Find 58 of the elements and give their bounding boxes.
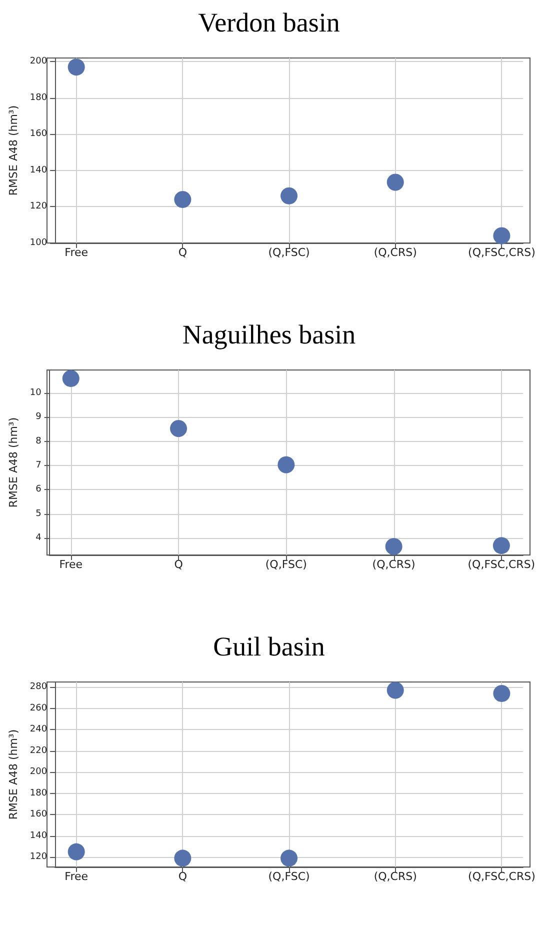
chart-title: Guil basin <box>213 632 326 662</box>
y-tick-label: 4 <box>36 533 42 544</box>
x-tick-label: Free <box>64 246 88 259</box>
chart-title: Verdon basin <box>198 8 340 38</box>
y-axis-title: RMSE A48 (hm³) <box>7 105 20 196</box>
y-tick-label: 5 <box>36 508 42 519</box>
x-tick-label: (Q,FSC,CRS) <box>468 558 536 571</box>
y-tick-label: 100 <box>30 238 48 248</box>
point <box>278 456 295 474</box>
point <box>170 420 188 438</box>
y-axis-title: RMSE A48 (hm³) <box>7 417 20 508</box>
x-tick-label: (Q,CRS) <box>374 870 417 883</box>
point <box>280 850 298 867</box>
y-tick-label: 240 <box>30 724 48 735</box>
y-tick-label: 220 <box>30 746 48 756</box>
point <box>62 370 80 387</box>
point <box>492 537 510 554</box>
point <box>386 174 404 191</box>
y-tick-label: 6 <box>36 484 42 495</box>
y-tick-label: 200 <box>30 767 48 778</box>
x-tick-label: Free <box>59 558 83 571</box>
x-tick-label: Free <box>64 870 88 883</box>
y-tick-label: 200 <box>30 56 48 67</box>
y-tick-label: 180 <box>30 92 48 103</box>
y-tick-label: 8 <box>36 436 42 446</box>
point <box>280 187 298 204</box>
y-axis-title: RMSE A48 (hm³) <box>7 729 20 820</box>
y-tick-label: 120 <box>30 852 48 862</box>
x-tick-label: (Q,FSC) <box>265 558 307 571</box>
x-tick-label: (Q,CRS) <box>374 246 417 259</box>
y-tick-label: 7 <box>36 460 42 471</box>
y-tick-label: 280 <box>30 682 48 692</box>
point <box>174 850 192 867</box>
x-tick-label: Q <box>178 246 188 259</box>
x-tick-label: (Q,FSC,CRS) <box>468 870 536 883</box>
point <box>68 843 85 860</box>
point <box>68 58 85 76</box>
point <box>385 538 402 556</box>
y-tick-label: 10 <box>30 388 42 398</box>
x-tick-label: (Q,CRS) <box>372 558 416 571</box>
y-tick-label: 180 <box>30 788 48 798</box>
x-tick-label: Q <box>174 558 184 571</box>
y-tick-label: 140 <box>30 165 48 176</box>
y-tick-label: 160 <box>30 129 48 140</box>
point <box>493 684 510 702</box>
chart-title: Naguilhes basin <box>182 320 356 350</box>
point <box>386 682 404 699</box>
point <box>174 190 192 208</box>
x-tick-label: (Q,FSC) <box>268 246 310 259</box>
y-tick-label: 9 <box>36 412 42 422</box>
y-tick-label: 140 <box>30 830 48 841</box>
point <box>493 227 510 244</box>
y-tick-label: 160 <box>30 810 48 820</box>
x-tick-label: Q <box>178 870 188 883</box>
y-tick-label: 260 <box>30 703 48 714</box>
x-tick-label: (Q,FSC,CRS) <box>468 246 536 259</box>
x-tick-label: (Q,FSC) <box>268 870 310 883</box>
y-tick-label: 120 <box>30 202 48 212</box>
